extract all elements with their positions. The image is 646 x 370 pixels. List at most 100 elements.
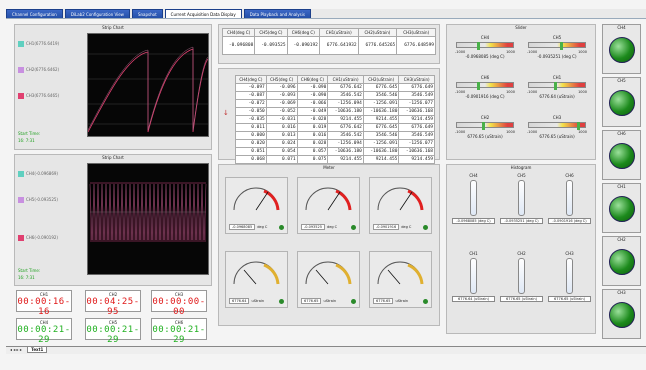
slider-min: -1000 [455,50,466,54]
histogram-value: -0.0901916 (deg C) [548,218,591,224]
meter-value: 6776.65 [301,298,322,304]
tab-current-acquisition-data-display[interactable]: Current Acquisition Data Display [164,9,242,18]
slider-min: -1000 [527,130,538,134]
meter-readout: 6776.65 uStrain [373,298,428,304]
table-cell: 9214.455 [327,115,364,124]
timer-ch3: CH3 00:00:00-00 [151,290,207,317]
meter-needle [387,269,401,285]
table-cell: -0.052 [265,107,298,116]
slider-min: -1000 [527,50,538,54]
slider-min: -1000 [455,130,466,134]
strip-chart-svg [87,46,209,133]
scroll-arrow-icon[interactable]: ↓ [223,109,229,117]
meter-status-icon [351,224,356,230]
histogram-value: 6776.65 (uStrain) [548,296,591,302]
timer-label: CH5 [108,320,118,325]
timer-value: 00:00:16-16 [17,297,71,317]
table-row: -0.072 -0.069 -0.066 -1256.094 -1256.091 -125… [235,99,435,108]
tab-data-playback-and-analysis[interactable]: Data Playback and Analysis [243,9,311,18]
histogram-tube [566,180,573,216]
slider-ch2[interactable]: CH2 -1000 1000 6776.65 (uStrain) [453,115,517,139]
table-cell: -10636.168 [398,147,435,156]
histogram-tube [470,180,477,216]
meter-unit: uStrain [323,299,337,303]
strip-chart-plot-1[interactable] [87,33,209,137]
strip-chart-plot-2[interactable] [87,163,209,275]
legend-ch6: CH6(-0.090192) [18,235,58,241]
slider-track[interactable] [456,82,514,90]
table-cell: 0.075 [296,155,329,164]
table-header-cell: CH3(uStrain) [398,75,435,84]
slider-track[interactable] [528,122,586,130]
slider-thumb[interactable] [559,42,563,50]
slider-ch3[interactable]: CH3 -1000 1000 6776.65 (uStrain) [525,115,589,139]
slider-scale: -1000 1000 [453,90,517,94]
table-cell: -1256.091 [362,139,400,148]
meter-value: -0.0901916 [373,224,400,230]
slider-track[interactable] [528,42,586,50]
table-cell: 6776.642 [327,83,364,92]
strip-chart-panel-2: Strip Chart CH4(-0.096869) CH5(-0.093525… [14,154,212,286]
meter-needle [315,269,329,285]
slider-track[interactable] [456,42,514,50]
slider-max: 1000 [506,50,515,54]
table-row: 0.068 0.071 0.075 9214.455 9214.455 9214.459 [235,155,435,164]
table-row: 0.000 0.013 0.016 3546.542 3546.546 3546.549 [235,131,435,140]
tab-dilab2-configuration-view[interactable]: DiLab2 Configuration View [64,9,130,18]
slider-thumb[interactable] [482,122,486,130]
slider-ch1[interactable]: CH1 -1000 1000 6776.64 (uStrain) [525,75,589,99]
table-cell: 9214.455 [327,155,364,164]
tab-snapshot[interactable]: Snapshot [131,9,163,18]
table-cell: -0.096 [265,83,298,92]
timer-ch5: CH5 00:00:21-29 [85,318,141,345]
slider-ch5[interactable]: CH5 -1000 1000 -0.0935251 (deg C) [525,35,589,59]
slider-thumb[interactable] [476,42,480,50]
slider-min: -1000 [527,90,538,94]
indicator-ch4: CH4 [602,24,641,74]
slider-thumb[interactable] [476,82,480,90]
slider-ch6[interactable]: CH6 -1000 1000 -0.0901916 (deg C) [453,75,517,99]
timer-value: 00:00:21-29 [17,325,71,345]
table-header-cell: CH5(deg C) [265,75,298,84]
table-cell: 0.013 [265,131,298,140]
meter-panel: Meter -0.0968085 deg C -0.093525 deg C -0.09… [218,164,440,326]
table-cell: 3546.546 [362,91,400,100]
meter-gauge: -0.093525 deg C [297,177,360,234]
readout-header: CH4(deg C) [221,28,256,37]
table-cell: 6776.642 [327,123,364,132]
histogram-value: 6776.65 (uStrain) [500,296,543,302]
meter-dial [305,261,352,285]
readout-header: CH2(uStrain) [357,28,398,37]
slider-track[interactable] [528,82,586,90]
table-cell: 9214.455 [362,115,400,124]
table-cell: -0.066 [296,99,329,108]
histogram-value: 6776.64 (uStrain) [452,296,495,302]
table-cell: 0.016 [265,123,298,132]
meter-status-icon [279,224,284,230]
timer-value: 00:04:25-95 [86,297,140,317]
slider-thumb[interactable] [576,122,580,130]
legend-label: CH1(6776.6419) [26,41,60,46]
slider-label: CH5 [552,35,562,40]
table-cell: -0.090 [296,91,329,100]
tab-channel-configuration[interactable]: Channel Configuration [6,9,63,18]
readout-header: CH3(uStrain) [396,28,436,37]
slider-ch4[interactable]: CH4 -1000 1000 -0.0968085 (deg C) [453,35,517,59]
slider-thumb[interactable] [554,82,558,90]
slider-track[interactable] [456,122,514,130]
table-cell: -10636.180 [327,107,364,116]
histogram-title: Histogram [510,165,532,170]
legend-ch2: CH2(6776.6462) [18,67,59,73]
table-cell: -0.097 [235,83,267,92]
meter-unit: deg C [257,225,268,229]
table-cell: 3546.549 [398,131,435,140]
meter-unit: uStrain [251,299,265,303]
led-indicator-icon [608,143,635,169]
data-table-panel: ↓ CH4(deg C) CH5(deg C) CH6(deg C) CH1(uStr… [218,68,440,164]
legend-label: CH4(-0.096869) [26,171,58,176]
sheet-nav-arrows-icon[interactable]: ◂ ◂ ▸ ▸ [10,347,22,352]
meter-readout: -0.0901916 deg C [373,224,428,230]
sheet-tab[interactable]: Text1 [27,346,48,353]
meter-readout: -0.0968085 deg C [229,224,284,230]
timer-ch2: CH2 00:04:25-95 [85,290,141,317]
